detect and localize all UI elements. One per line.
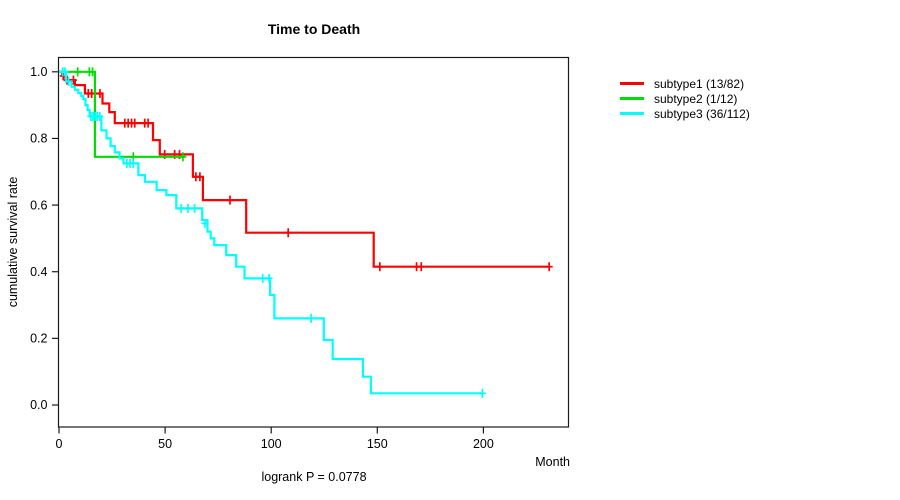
- y-tick-label: 0.8: [30, 132, 47, 146]
- y-tick-label: 0.2: [30, 332, 47, 346]
- x-tick-label: 50: [158, 437, 172, 451]
- y-tick-label: 0.6: [30, 198, 47, 212]
- x-tick-label: 200: [473, 437, 494, 451]
- legend-row-subtype2: subtype2 (1/12): [620, 91, 750, 106]
- legend-row-subtype1: subtype1 (13/82): [620, 76, 750, 91]
- plot-border: [57, 56, 570, 428]
- axis-ticks: 0 50 100 150 200 1.0 0.8 0.6 0.4 0.2 0.0: [30, 65, 494, 451]
- x-tick-label: 150: [367, 437, 388, 451]
- y-tick-label: 1.0: [30, 65, 47, 79]
- y-tick-label: 0.4: [30, 265, 47, 279]
- chart-title: Time to Death: [267, 21, 361, 37]
- y-axis-title: cumulative survival rate: [6, 176, 20, 308]
- x-axis-title: Month: [535, 455, 570, 469]
- x-tick-label: 0: [56, 437, 63, 451]
- legend: subtype1 (13/82) subtype2 (1/12) subtype…: [620, 76, 750, 121]
- x-tick-label: 100: [261, 437, 282, 451]
- y-tick-label: 0.0: [30, 398, 47, 412]
- legend-row-subtype3: subtype3 (36/112): [620, 106, 750, 121]
- logrank-pvalue-text: logrank P = 0.0778: [261, 470, 367, 484]
- legend-line-subtype3: [620, 112, 644, 115]
- legend-label-subtype1: subtype1 (13/82): [654, 76, 745, 91]
- legend-label-subtype2: subtype2 (1/12): [654, 91, 738, 106]
- legend-line-subtype2: [620, 97, 644, 100]
- survival-curve-1: [59, 70, 550, 268]
- legend-label-subtype3: subtype3 (36/112): [654, 106, 750, 121]
- survival-curves: [59, 67, 553, 398]
- survival-curve-3: [59, 70, 483, 395]
- legend-line-subtype1: [620, 82, 644, 85]
